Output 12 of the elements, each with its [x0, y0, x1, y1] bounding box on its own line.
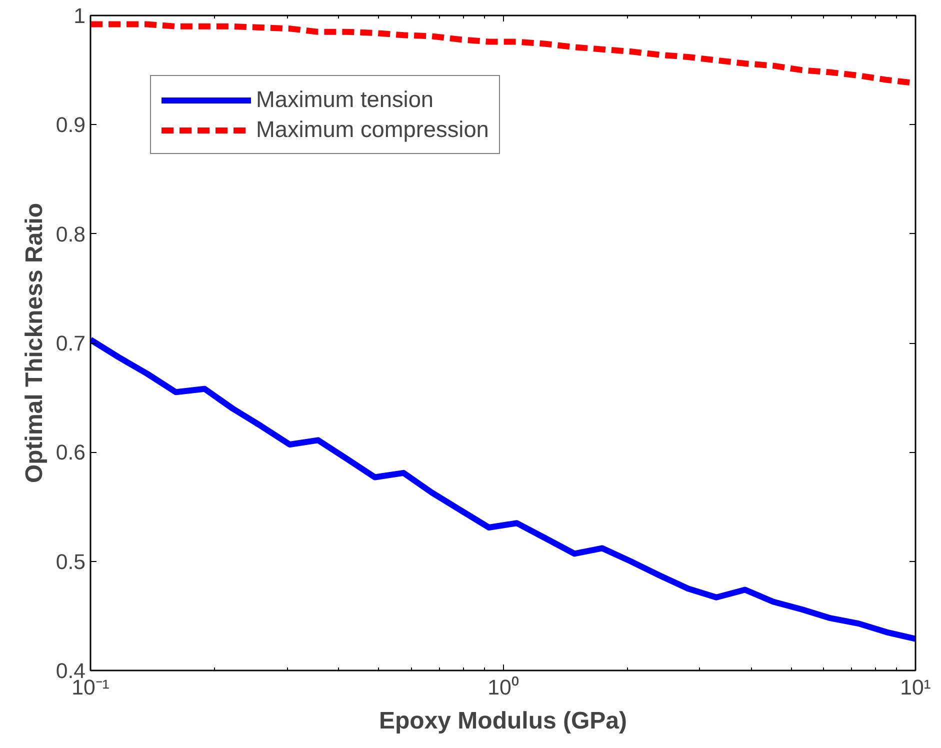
y-tick-label: 0.5	[56, 550, 86, 574]
x-tick-label: 10¹	[900, 676, 931, 700]
y-tick-label: 0.9	[56, 113, 86, 138]
x-tick-label: 10⁰	[488, 676, 520, 700]
y-tick-label: 0.7	[56, 332, 86, 356]
y-axis-title: Optimal Thickness Ratio	[20, 202, 48, 484]
y-tick-label: 0.8	[56, 222, 86, 246]
legend-label: Maximum tension	[256, 86, 434, 113]
y-tick-label: 0.6	[56, 440, 86, 465]
y-tick-label: 1	[74, 4, 86, 28]
legend-label: Maximum compression	[256, 116, 489, 143]
x-axis-title: Epoxy Modulus (GPa)	[378, 708, 628, 734]
